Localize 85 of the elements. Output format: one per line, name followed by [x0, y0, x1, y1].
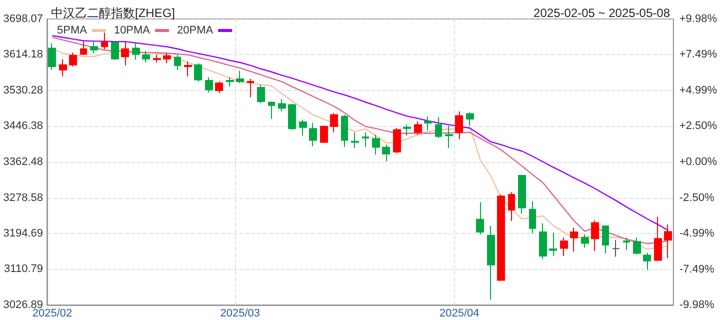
candlestick — [455, 110, 463, 140]
candlestick — [257, 84, 265, 104]
x-tick-label: 2025/03 — [220, 308, 260, 320]
candlestick — [643, 252, 651, 270]
legend-label: 10PMA — [114, 24, 151, 36]
y-tick-label: 3278.58 — [3, 192, 43, 204]
candlestick — [351, 132, 359, 148]
candlestick — [372, 134, 380, 156]
candlestick — [299, 119, 307, 136]
candlestick — [215, 81, 223, 94]
candlestick — [153, 54, 161, 64]
y-tick-label: 3362.48 — [3, 156, 43, 168]
candlestick — [278, 98, 286, 112]
candlestick — [142, 50, 150, 64]
candlestick — [508, 192, 515, 222]
candlestick — [80, 41, 87, 56]
y-tick-label: 3614.18 — [3, 48, 43, 61]
candlestick — [435, 116, 442, 138]
candlestick — [320, 125, 328, 144]
candlestick — [101, 32, 108, 50]
candlestick — [362, 132, 369, 148]
candlestick — [59, 58, 67, 78]
candlestick — [184, 61, 192, 78]
candlestick — [497, 194, 505, 282]
candlestick — [403, 124, 411, 136]
y-tick-label: 3530.28 — [3, 84, 43, 96]
candlestick — [330, 112, 338, 133]
y2-tick-label: +4.99% — [679, 84, 718, 96]
candlestick — [654, 216, 662, 262]
y2-tick-label: -9.98% — [679, 299, 714, 311]
candlestick — [121, 41, 129, 66]
legend-label: 5PMA — [56, 24, 88, 36]
y2-tick-label: -4.99% — [679, 228, 714, 240]
legend-label: 20PMA — [177, 24, 214, 36]
x-tick-label: 2025/04 — [439, 308, 480, 320]
x-tick-label: 2025/02 — [32, 308, 72, 320]
y2-tick-label: +0.00% — [679, 156, 718, 168]
y2-tick-label: +9.98% — [679, 13, 718, 25]
candlestick — [570, 227, 578, 252]
candlestick — [539, 222, 547, 260]
y-tick-label: 3446.38 — [3, 120, 43, 132]
y-tick-label: 3194.69 — [3, 228, 43, 240]
y-tick-label: 3110.79 — [4, 263, 43, 276]
candlestick — [132, 42, 140, 60]
chart-subtitle: 2025-02-05 ~ 2025-05-08 — [534, 6, 670, 20]
candlestick — [602, 224, 609, 254]
candlestick — [476, 202, 484, 235]
candlestick — [487, 226, 495, 300]
candlestick — [612, 239, 620, 258]
y2-tick-label: -7.49% — [679, 263, 714, 276]
candlestick — [163, 52, 171, 64]
y2-tick-label: +7.49% — [679, 48, 718, 61]
candlestick — [309, 122, 317, 147]
candlestick — [560, 237, 568, 256]
candlestick — [414, 120, 422, 136]
candlestick — [633, 237, 641, 255]
candlestick — [288, 103, 296, 130]
candlestick — [268, 100, 275, 120]
candlestick — [48, 42, 56, 70]
candlestick — [529, 200, 536, 234]
y2-tick-label: -2.50% — [679, 192, 714, 204]
candlestick — [393, 128, 401, 154]
chart-title: 中汉乙二醇指数[ZHEG] — [51, 6, 176, 20]
candlestick — [205, 76, 213, 93]
candlestick — [664, 224, 672, 259]
candlestick — [581, 234, 589, 248]
y2-tick-label: +2.50% — [679, 120, 718, 132]
y-tick-label: 3698.07 — [3, 13, 43, 25]
candlestick — [424, 116, 432, 131]
candlestick — [194, 62, 202, 82]
candlestick — [341, 114, 348, 148]
candlestick — [382, 144, 390, 162]
candlestick — [591, 220, 599, 252]
candlestick — [549, 232, 557, 256]
candlestick — [69, 52, 77, 68]
candlestick — [236, 70, 244, 84]
candlestick — [111, 41, 119, 60]
candlestick — [445, 125, 453, 148]
candlestick — [90, 41, 98, 54]
candlestick — [247, 78, 254, 98]
candlestick — [226, 76, 234, 87]
candlestick — [466, 112, 474, 126]
candlestick — [518, 175, 526, 214]
candlestick — [174, 54, 181, 70]
candlestick — [623, 237, 630, 250]
